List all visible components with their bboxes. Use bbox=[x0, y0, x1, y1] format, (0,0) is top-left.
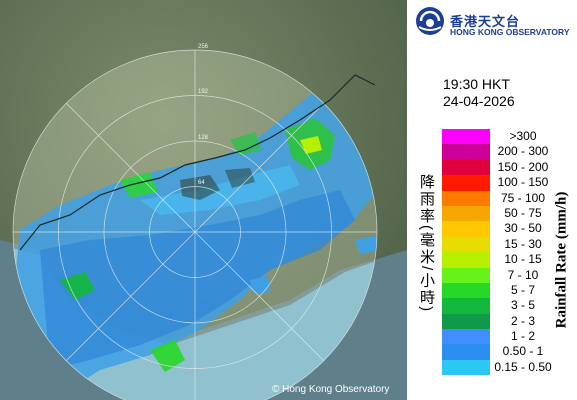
legend-title-en: Rainfall Rate (mm/h) bbox=[553, 191, 570, 329]
legend-label: 150 - 200 bbox=[497, 159, 549, 174]
legend-panel: 香港天文台 HONG KONG OBSERVATORY 19:30 HKT 24… bbox=[407, 0, 577, 400]
legend-title-en-wrap: Rainfall Rate (mm/h) bbox=[550, 168, 574, 352]
radar-map-svg: 64 128 192 256 bbox=[0, 0, 407, 400]
legend-swatch bbox=[442, 267, 490, 283]
island-south bbox=[250, 276, 270, 294]
legend-label: 200 - 300 bbox=[497, 144, 549, 159]
legend-swatch bbox=[442, 205, 490, 222]
legend-label: 3 - 5 bbox=[510, 298, 535, 313]
sea-in-range bbox=[13, 245, 377, 400]
rain-cell-3 bbox=[300, 136, 322, 154]
rain-cell-5 bbox=[60, 272, 95, 300]
legend-label: 7 - 10 bbox=[507, 267, 539, 282]
legend-swatch bbox=[442, 175, 490, 191]
legend-label: 10 - 15 bbox=[504, 252, 542, 267]
range-ring-label-1: 64 bbox=[198, 180, 205, 186]
radar-map: 64 128 192 256 © Hong Kong Observatory bbox=[0, 0, 407, 400]
island-hk bbox=[225, 168, 255, 188]
legend-swatch bbox=[442, 329, 490, 345]
legend-label: 2 - 3 bbox=[510, 313, 535, 328]
island-lantau bbox=[180, 175, 220, 200]
legend-label: 0.15 - 0.50 bbox=[494, 359, 552, 374]
legend-label: 5 - 7 bbox=[510, 282, 535, 297]
legend-swatch bbox=[442, 282, 490, 299]
rain-area-light-core bbox=[40, 190, 355, 370]
logo-en-text: HONG KONG OBSERVATORY bbox=[450, 27, 570, 37]
legend-swatch bbox=[442, 252, 490, 268]
legend-swatch bbox=[442, 344, 490, 360]
rain-cell-8 bbox=[230, 132, 262, 156]
legend-swatch bbox=[442, 236, 490, 253]
legend-swatch bbox=[442, 159, 490, 176]
legend-swatch bbox=[442, 359, 490, 376]
legend-label: >300 bbox=[509, 129, 537, 143]
logo-zh-text: 香港天文台 bbox=[450, 14, 521, 29]
legend-swatch bbox=[442, 144, 490, 160]
legend-label: 0.50 - 1 bbox=[502, 344, 544, 359]
observation-date: 24-04-2026 bbox=[443, 93, 515, 109]
observation-time: 19:30 HKT bbox=[443, 76, 510, 92]
hko-logo-icon bbox=[416, 7, 444, 35]
legend-label: 1 - 2 bbox=[510, 329, 535, 344]
range-rings bbox=[12, 49, 378, 400]
legend-label: 50 - 75 bbox=[504, 205, 542, 220]
coastline bbox=[19, 74, 376, 251]
color-scale bbox=[442, 129, 490, 376]
range-ring-label-3: 192 bbox=[198, 89, 209, 95]
rain-cell-7 bbox=[120, 172, 158, 198]
legend-swatch bbox=[442, 313, 490, 330]
hko-logo: 香港天文台 HONG KONG OBSERVATORY bbox=[413, 4, 573, 38]
island-east bbox=[355, 236, 377, 254]
legend-swatch bbox=[442, 298, 490, 314]
range-ring-label-4: 256 bbox=[198, 44, 209, 50]
range-ring-label-2: 128 bbox=[198, 135, 209, 141]
legend-swatch bbox=[442, 190, 490, 206]
legend-swatch bbox=[442, 221, 490, 237]
rain-cell-6 bbox=[150, 340, 185, 372]
copyright-text: © Hong Kong Observatory bbox=[272, 384, 390, 395]
legend-label: 75 - 100 bbox=[500, 190, 546, 205]
legend-title-zh: 降雨率(毫米/小時) bbox=[418, 174, 435, 314]
legend-swatch bbox=[442, 129, 490, 145]
legend-label: 15 - 30 bbox=[504, 236, 542, 251]
color-scale-labels: >300 200 - 300 150 - 200 100 - 150 75 - 100 5… bbox=[490, 129, 556, 375]
legend-label: 100 - 150 bbox=[497, 175, 549, 190]
range-ring-labels: 64 128 192 256 bbox=[198, 44, 209, 186]
legend-label: 30 - 50 bbox=[504, 221, 542, 236]
